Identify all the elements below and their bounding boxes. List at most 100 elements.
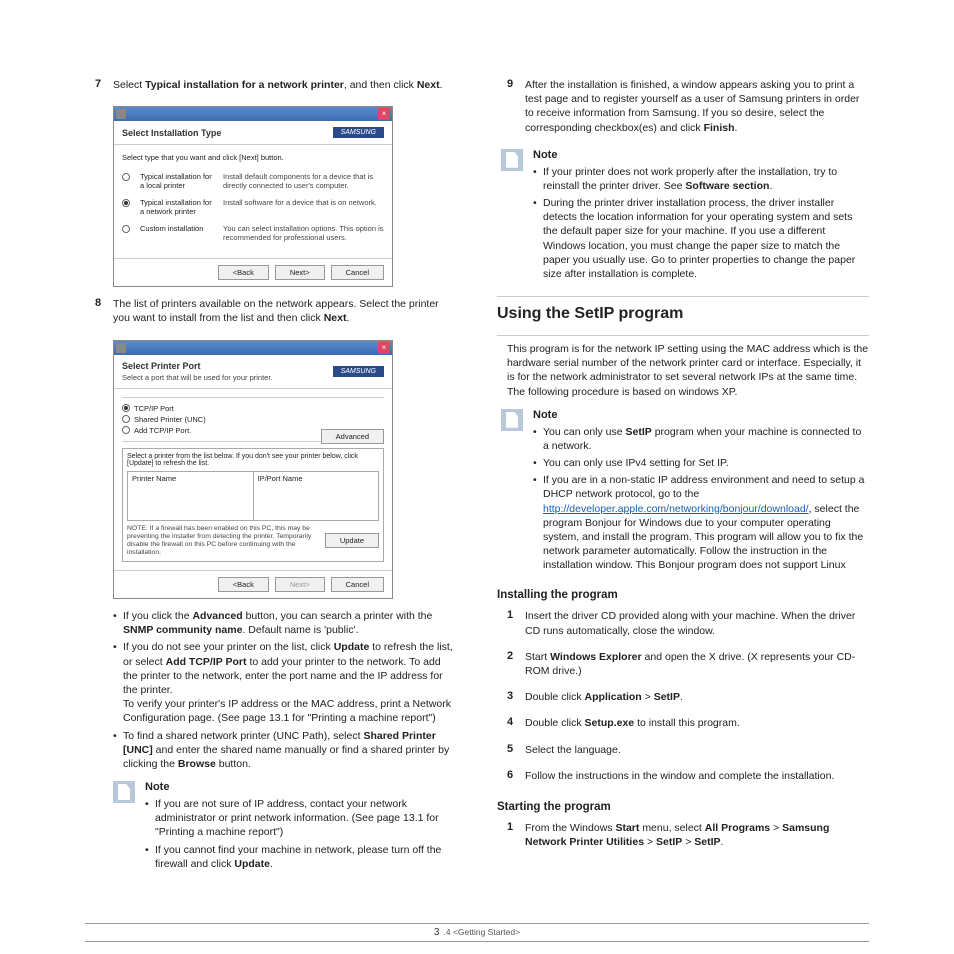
bold-text: Next [417,79,440,91]
option-label: Custom installation [140,224,215,242]
left-column: 7 Select Typical installation for a netw… [85,70,457,884]
radio[interactable] [122,415,130,423]
dialog-subtitle: Select a port that will be used for your… [122,373,273,382]
text: Select the language. [525,743,869,757]
advanced-button[interactable]: Advanced [321,429,384,444]
cancel-button[interactable]: Cancel [331,265,384,280]
note-title: Note [145,781,457,793]
bold: Finish [704,122,735,134]
text: You can only use IPv4 setting for Set IP… [543,456,869,470]
cancel-button[interactable]: Cancel [331,577,384,592]
dialog-title: Select Printer Port [122,361,273,371]
option-label: Typical installation for a local printer [140,172,215,190]
step-number: 2 [507,650,525,682]
divider [497,296,869,297]
bold: Update [234,858,270,870]
text: If you do not see your printer on the li… [123,641,331,653]
text: button. [219,758,251,770]
bold: All Programs [705,822,770,834]
close-icon[interactable]: × [378,108,390,120]
bold: Browse [178,758,216,770]
close-icon[interactable]: × [378,342,390,354]
note-title: Note [533,149,869,161]
samsung-logo: SAMSUNG [333,127,384,138]
step-8: 8 The list of printers available on the … [85,297,457,329]
text: Double click [525,717,582,729]
radio[interactable] [122,426,130,434]
step-number: 7 [95,78,113,96]
step-number: 4 [507,716,525,734]
text: menu, select [642,822,702,834]
radio[interactable] [122,404,130,412]
install-option[interactable]: Typical installation for a local printer… [122,172,384,190]
step-number: 5 [507,743,525,761]
update-button[interactable]: Update [325,533,379,548]
footer-label: <Getting Started> [453,927,520,937]
option-desc: Install default components for a device … [223,172,384,190]
bold-text: Next [324,312,347,324]
divider [497,335,869,336]
text: . [769,180,772,192]
page-number: 3 [434,927,440,938]
note-icon [501,149,523,171]
step-number: 1 [507,609,525,641]
bold-text: Typical installation for a network print… [145,79,344,91]
radio[interactable] [122,225,130,233]
bold: Application [585,691,642,703]
radio[interactable] [122,173,130,181]
text: Start [525,651,547,663]
note-text: If you are not sure of IP address, conta… [155,797,457,840]
note-title: Note [533,409,869,421]
back-button[interactable]: <Back [218,265,269,280]
port-option[interactable]: Shared Printer (UNC) [122,414,384,425]
text: > [773,822,779,834]
text: . [680,691,683,703]
text: . [270,858,273,870]
step-number: 8 [95,297,113,329]
text: If you click the [123,610,190,622]
bold: Update [334,641,370,653]
bold: Setup.exe [585,717,635,729]
text: Select [113,79,142,91]
note-block: Note • If your printer does not work pro… [497,149,869,284]
next-button[interactable]: Next> [275,265,325,280]
text: If you cannot find your machine in netwo… [155,844,441,870]
firewall-note: NOTE: If a firewall has been enabled on … [127,525,319,558]
titlebar[interactable]: × [114,107,392,121]
bold: SetIP [654,691,680,703]
text: , and then click [344,79,414,91]
printer-port-dialog: × Select Printer Port Select a port that… [113,340,393,600]
text: Follow the instructions in the window an… [525,769,869,783]
titlebar[interactable]: × [114,341,392,355]
install-option[interactable]: Typical installation for a network print… [122,198,384,216]
step-number: 6 [507,769,525,787]
text: and enter the shared name manually or fi… [123,744,449,770]
col-ip-port: IP/Port Name [254,472,379,520]
radio[interactable] [122,199,130,207]
subsection-title: Starting the program [497,801,869,813]
note-block: Note •If you are not sure of IP address,… [85,781,457,874]
sub-instruction: Select a printer from the list below. If… [127,453,379,467]
note-block: Note • You can only use SetIP program wh… [497,409,869,576]
bonjour-link[interactable]: http://developer.apple.com/networking/bo… [543,503,809,515]
section-description: This program is for the network IP setti… [497,342,869,399]
text: Insert the driver CD provided along with… [525,609,869,637]
next-button[interactable]: Next> [275,577,325,592]
bold: SetIP [656,836,682,848]
text: > [647,836,653,848]
port-option[interactable]: TCP/IP Port [122,403,384,414]
text: . [721,836,724,848]
printer-table[interactable]: Printer Name IP/Port Name [127,471,379,521]
back-button[interactable]: <Back [218,577,269,592]
bold: Windows Explorer [550,651,642,663]
text: . [346,312,349,324]
dialog-instruction: Select type that you want and click [Nex… [122,153,384,162]
text: To verify your printer's IP address or t… [123,698,451,724]
install-option[interactable]: Custom installation You can select insta… [122,224,384,242]
bold: SetIP [626,426,652,438]
text: The list of printers available on the ne… [113,298,439,324]
text: Double click [525,691,582,703]
text: . [440,79,443,91]
text: After the installation is finished, a wi… [525,79,859,134]
option-desc: You can select installation options. Thi… [223,224,384,242]
